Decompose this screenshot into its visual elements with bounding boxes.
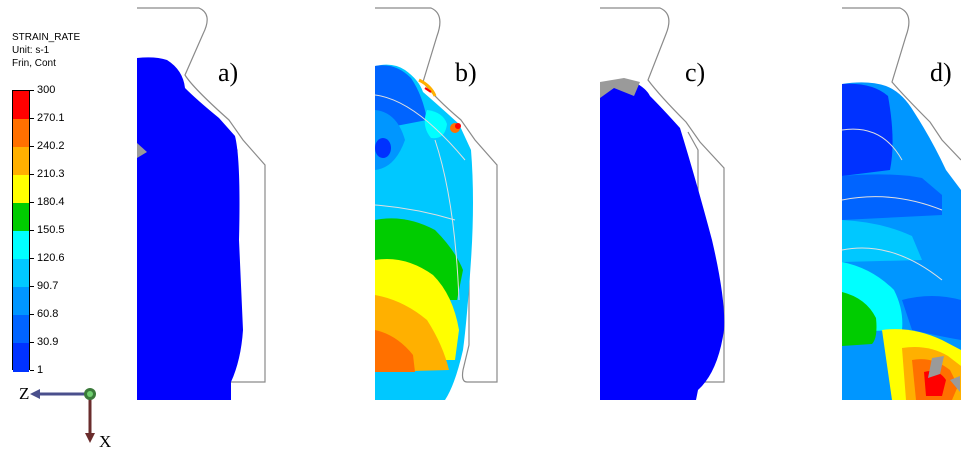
legend-tick-label: 240.2 xyxy=(30,140,65,152)
legend-swatch xyxy=(13,203,29,232)
legend-swatch xyxy=(13,287,29,316)
panel-a: a) xyxy=(137,0,267,400)
legend-tick-label: 30.9 xyxy=(30,336,58,348)
legend-swatch xyxy=(13,175,29,204)
legend-tick-label: 60.8 xyxy=(30,308,58,320)
legend-swatch xyxy=(13,343,29,372)
panel-d-label: d) xyxy=(930,58,952,87)
legend-tick-label: 270.1 xyxy=(30,112,65,124)
panel-b-label: b) xyxy=(455,58,477,87)
axis-triad: Z X xyxy=(0,380,130,453)
panel-c: c) xyxy=(600,0,730,400)
legend-tick-label: 1 xyxy=(30,364,43,376)
legend-swatch xyxy=(13,91,29,120)
x-axis-label: X xyxy=(99,432,112,451)
strain-rate-legend: STRAIN_RATE Unit: s-1 Frin, Cont 300 270.… xyxy=(0,0,130,453)
panel-b-contour xyxy=(374,7,498,401)
panel-d-contour xyxy=(841,7,961,401)
legend-tick-label: 210.3 xyxy=(30,168,65,180)
legend-tick-label: 300 xyxy=(30,84,55,96)
legend-tick-label: 120.6 xyxy=(30,252,65,264)
panel-a-contour xyxy=(137,7,266,400)
legend-mode: Frin, Cont xyxy=(12,58,56,69)
legend-tick-label: 180.4 xyxy=(30,196,65,208)
legend-swatch xyxy=(13,315,29,344)
legend-swatch xyxy=(13,147,29,176)
legend-title: STRAIN_RATE xyxy=(12,32,81,43)
legend-swatch xyxy=(13,119,29,148)
panel-b: b) xyxy=(374,0,505,401)
legend-color-bar xyxy=(12,90,30,372)
panel-c-label: c) xyxy=(685,58,706,87)
legend-swatch xyxy=(13,259,29,288)
panel-d: d) xyxy=(841,0,961,401)
legend-tick-label: 90.7 xyxy=(30,280,58,292)
axis-triad-icon xyxy=(30,388,96,443)
z-axis-label: Z xyxy=(19,384,30,403)
legend-unit: Unit: s-1 xyxy=(12,45,50,56)
legend-tick-label: 150.5 xyxy=(30,224,65,236)
legend-swatch xyxy=(13,231,29,260)
panel-a-label: a) xyxy=(218,58,239,87)
panel-c-contour xyxy=(600,7,725,400)
